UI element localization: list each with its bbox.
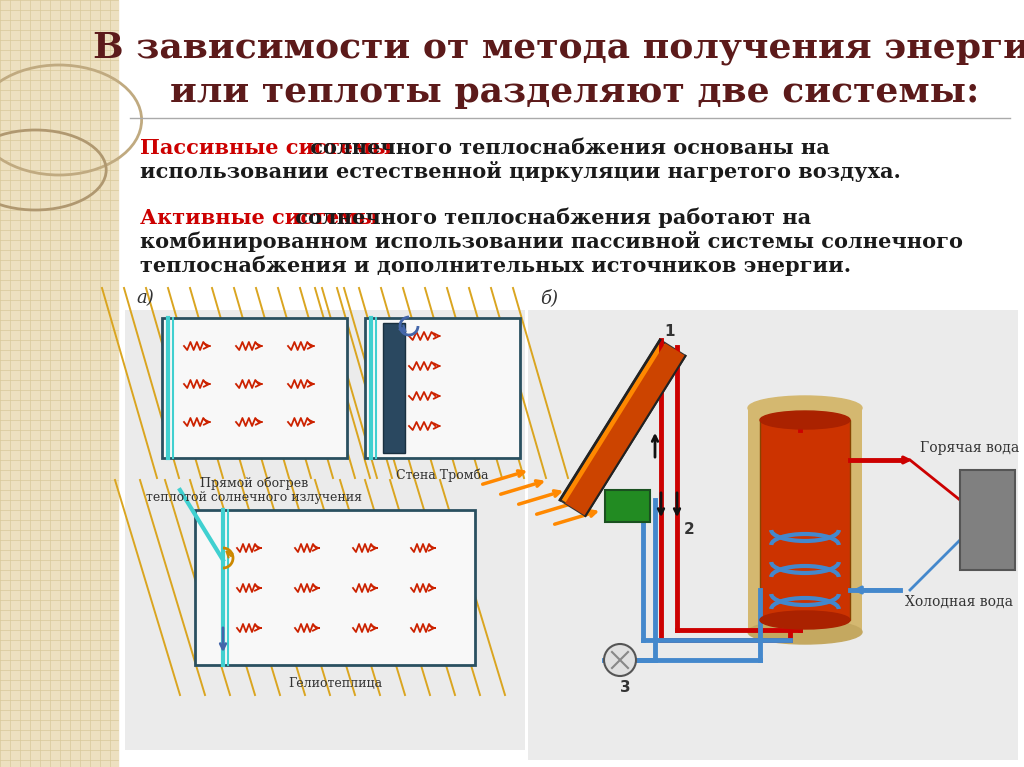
- Bar: [365, 318, 520, 458]
- Bar: [961, 470, 1015, 570]
- Text: б): б): [540, 289, 558, 307]
- Text: 1: 1: [665, 324, 675, 340]
- Text: или теплоты разделяют две системы:: или теплоты разделяют две системы:: [170, 75, 980, 109]
- Text: использовании естественной циркуляции нагретого воздуха.: использовании естественной циркуляции на…: [140, 162, 901, 183]
- Bar: [760, 420, 850, 620]
- Text: солнечного теплоснабжения работают на: солнечного теплоснабжения работают на: [288, 208, 811, 229]
- Bar: [125, 310, 525, 750]
- Text: Стена Тромба: Стена Тромба: [396, 468, 488, 482]
- Bar: [748, 408, 862, 632]
- Ellipse shape: [748, 620, 862, 644]
- Text: теплоснабжения и дополнительных источников энергии.: теплоснабжения и дополнительных источник…: [140, 255, 851, 276]
- Text: Холодная вода: Холодная вода: [905, 595, 1013, 609]
- Bar: [162, 318, 347, 458]
- Bar: [605, 490, 650, 522]
- Bar: [0, 0, 118, 767]
- Text: солнечного теплоснабжения основаны на: солнечного теплоснабжения основаны на: [303, 138, 829, 158]
- Text: а): а): [136, 289, 154, 307]
- Text: Горячая вода: Горячая вода: [920, 441, 1019, 455]
- Ellipse shape: [760, 411, 850, 429]
- Text: 2: 2: [684, 522, 694, 538]
- Text: комбинированном использовании пассивной системы солнечного: комбинированном использовании пассивной …: [140, 232, 963, 252]
- Bar: [528, 310, 1018, 760]
- Polygon shape: [565, 343, 685, 516]
- Text: 3: 3: [620, 680, 631, 696]
- Text: В зависимости от метода получения энергии: В зависимости от метода получения энерги…: [93, 31, 1024, 65]
- Polygon shape: [560, 340, 685, 516]
- Text: Прямой обогрев
теплотой солнечного излучения: Прямой обогрев теплотой солнечного излуч…: [146, 476, 362, 505]
- Ellipse shape: [760, 611, 850, 629]
- Ellipse shape: [748, 396, 862, 420]
- Bar: [195, 510, 475, 665]
- Text: Пассивные системы: Пассивные системы: [140, 138, 392, 158]
- Bar: [383, 323, 406, 453]
- Circle shape: [604, 644, 636, 676]
- Text: Активные системы: Активные системы: [140, 208, 379, 228]
- Text: Гелиотеплица: Гелиотеплица: [288, 677, 382, 690]
